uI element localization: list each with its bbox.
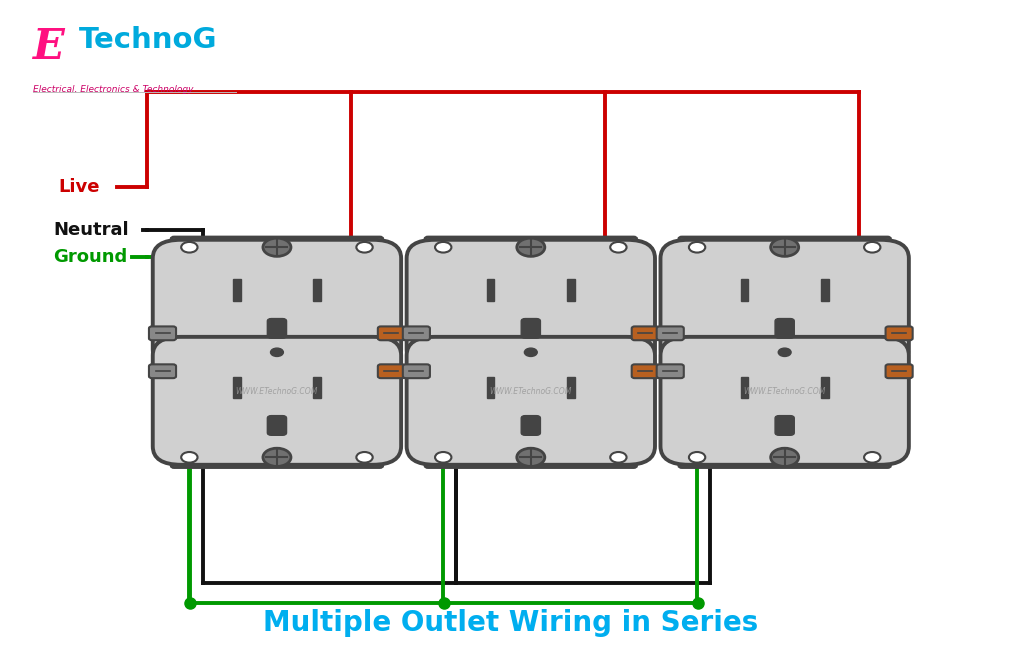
- Text: E: E: [34, 26, 65, 68]
- FancyBboxPatch shape: [149, 327, 176, 340]
- Text: TechnoG: TechnoG: [79, 26, 217, 54]
- Circle shape: [864, 242, 880, 253]
- FancyBboxPatch shape: [885, 364, 913, 378]
- FancyBboxPatch shape: [717, 255, 853, 450]
- FancyBboxPatch shape: [149, 364, 176, 378]
- Circle shape: [263, 238, 291, 256]
- Circle shape: [435, 452, 451, 463]
- FancyBboxPatch shape: [521, 319, 540, 338]
- Circle shape: [689, 452, 706, 463]
- Bar: [740, 279, 748, 301]
- FancyBboxPatch shape: [268, 416, 287, 436]
- Circle shape: [689, 242, 706, 253]
- Circle shape: [271, 348, 284, 356]
- Circle shape: [356, 452, 373, 463]
- FancyBboxPatch shape: [723, 340, 846, 365]
- FancyBboxPatch shape: [172, 237, 383, 261]
- Text: Neutral: Neutral: [53, 221, 130, 239]
- Circle shape: [517, 238, 545, 256]
- Circle shape: [181, 242, 197, 253]
- FancyBboxPatch shape: [378, 364, 405, 378]
- FancyBboxPatch shape: [632, 364, 659, 378]
- FancyBboxPatch shape: [657, 364, 684, 378]
- FancyBboxPatch shape: [657, 327, 684, 340]
- FancyBboxPatch shape: [679, 237, 890, 261]
- FancyBboxPatch shape: [268, 319, 287, 338]
- FancyBboxPatch shape: [403, 327, 430, 340]
- FancyBboxPatch shape: [679, 443, 890, 467]
- Circle shape: [864, 452, 880, 463]
- FancyBboxPatch shape: [378, 327, 405, 340]
- FancyBboxPatch shape: [153, 240, 401, 368]
- Text: Multiple Outlet Wiring in Series: Multiple Outlet Wiring in Series: [262, 609, 759, 637]
- Text: Live: Live: [58, 178, 100, 196]
- Text: WWW.ETechnoG.COM: WWW.ETechnoG.COM: [236, 387, 319, 396]
- Bar: [487, 279, 494, 301]
- FancyBboxPatch shape: [661, 337, 909, 465]
- Circle shape: [435, 242, 451, 253]
- Bar: [233, 279, 241, 301]
- FancyBboxPatch shape: [885, 327, 913, 340]
- FancyBboxPatch shape: [215, 340, 338, 365]
- Circle shape: [517, 448, 545, 466]
- FancyBboxPatch shape: [208, 255, 345, 450]
- Circle shape: [611, 242, 627, 253]
- FancyBboxPatch shape: [470, 340, 592, 365]
- FancyBboxPatch shape: [775, 319, 794, 338]
- Text: Electrical, Electronics & Technology: Electrical, Electronics & Technology: [34, 85, 194, 94]
- Circle shape: [525, 348, 537, 356]
- FancyBboxPatch shape: [406, 337, 655, 465]
- Circle shape: [356, 242, 373, 253]
- Circle shape: [181, 452, 197, 463]
- FancyBboxPatch shape: [153, 337, 401, 465]
- FancyBboxPatch shape: [425, 237, 637, 261]
- Bar: [821, 376, 829, 398]
- Bar: [313, 279, 321, 301]
- Bar: [740, 376, 748, 398]
- FancyBboxPatch shape: [521, 416, 540, 436]
- Circle shape: [263, 448, 291, 466]
- Circle shape: [778, 348, 791, 356]
- Bar: [487, 376, 494, 398]
- Circle shape: [771, 448, 798, 466]
- Bar: [313, 376, 321, 398]
- FancyBboxPatch shape: [661, 240, 909, 368]
- Bar: [568, 279, 575, 301]
- FancyBboxPatch shape: [425, 443, 637, 467]
- Bar: [821, 279, 829, 301]
- Bar: [233, 376, 241, 398]
- Text: Ground: Ground: [53, 247, 128, 265]
- FancyBboxPatch shape: [775, 416, 794, 436]
- FancyBboxPatch shape: [403, 364, 430, 378]
- Circle shape: [611, 452, 627, 463]
- FancyBboxPatch shape: [406, 240, 655, 368]
- Text: WWW.ETechnoG.COM: WWW.ETechnoG.COM: [743, 387, 826, 396]
- FancyBboxPatch shape: [172, 443, 383, 467]
- Bar: [568, 376, 575, 398]
- FancyBboxPatch shape: [632, 327, 659, 340]
- Text: WWW.ETechnoG.COM: WWW.ETechnoG.COM: [490, 387, 572, 396]
- Circle shape: [771, 238, 798, 256]
- FancyBboxPatch shape: [463, 255, 599, 450]
